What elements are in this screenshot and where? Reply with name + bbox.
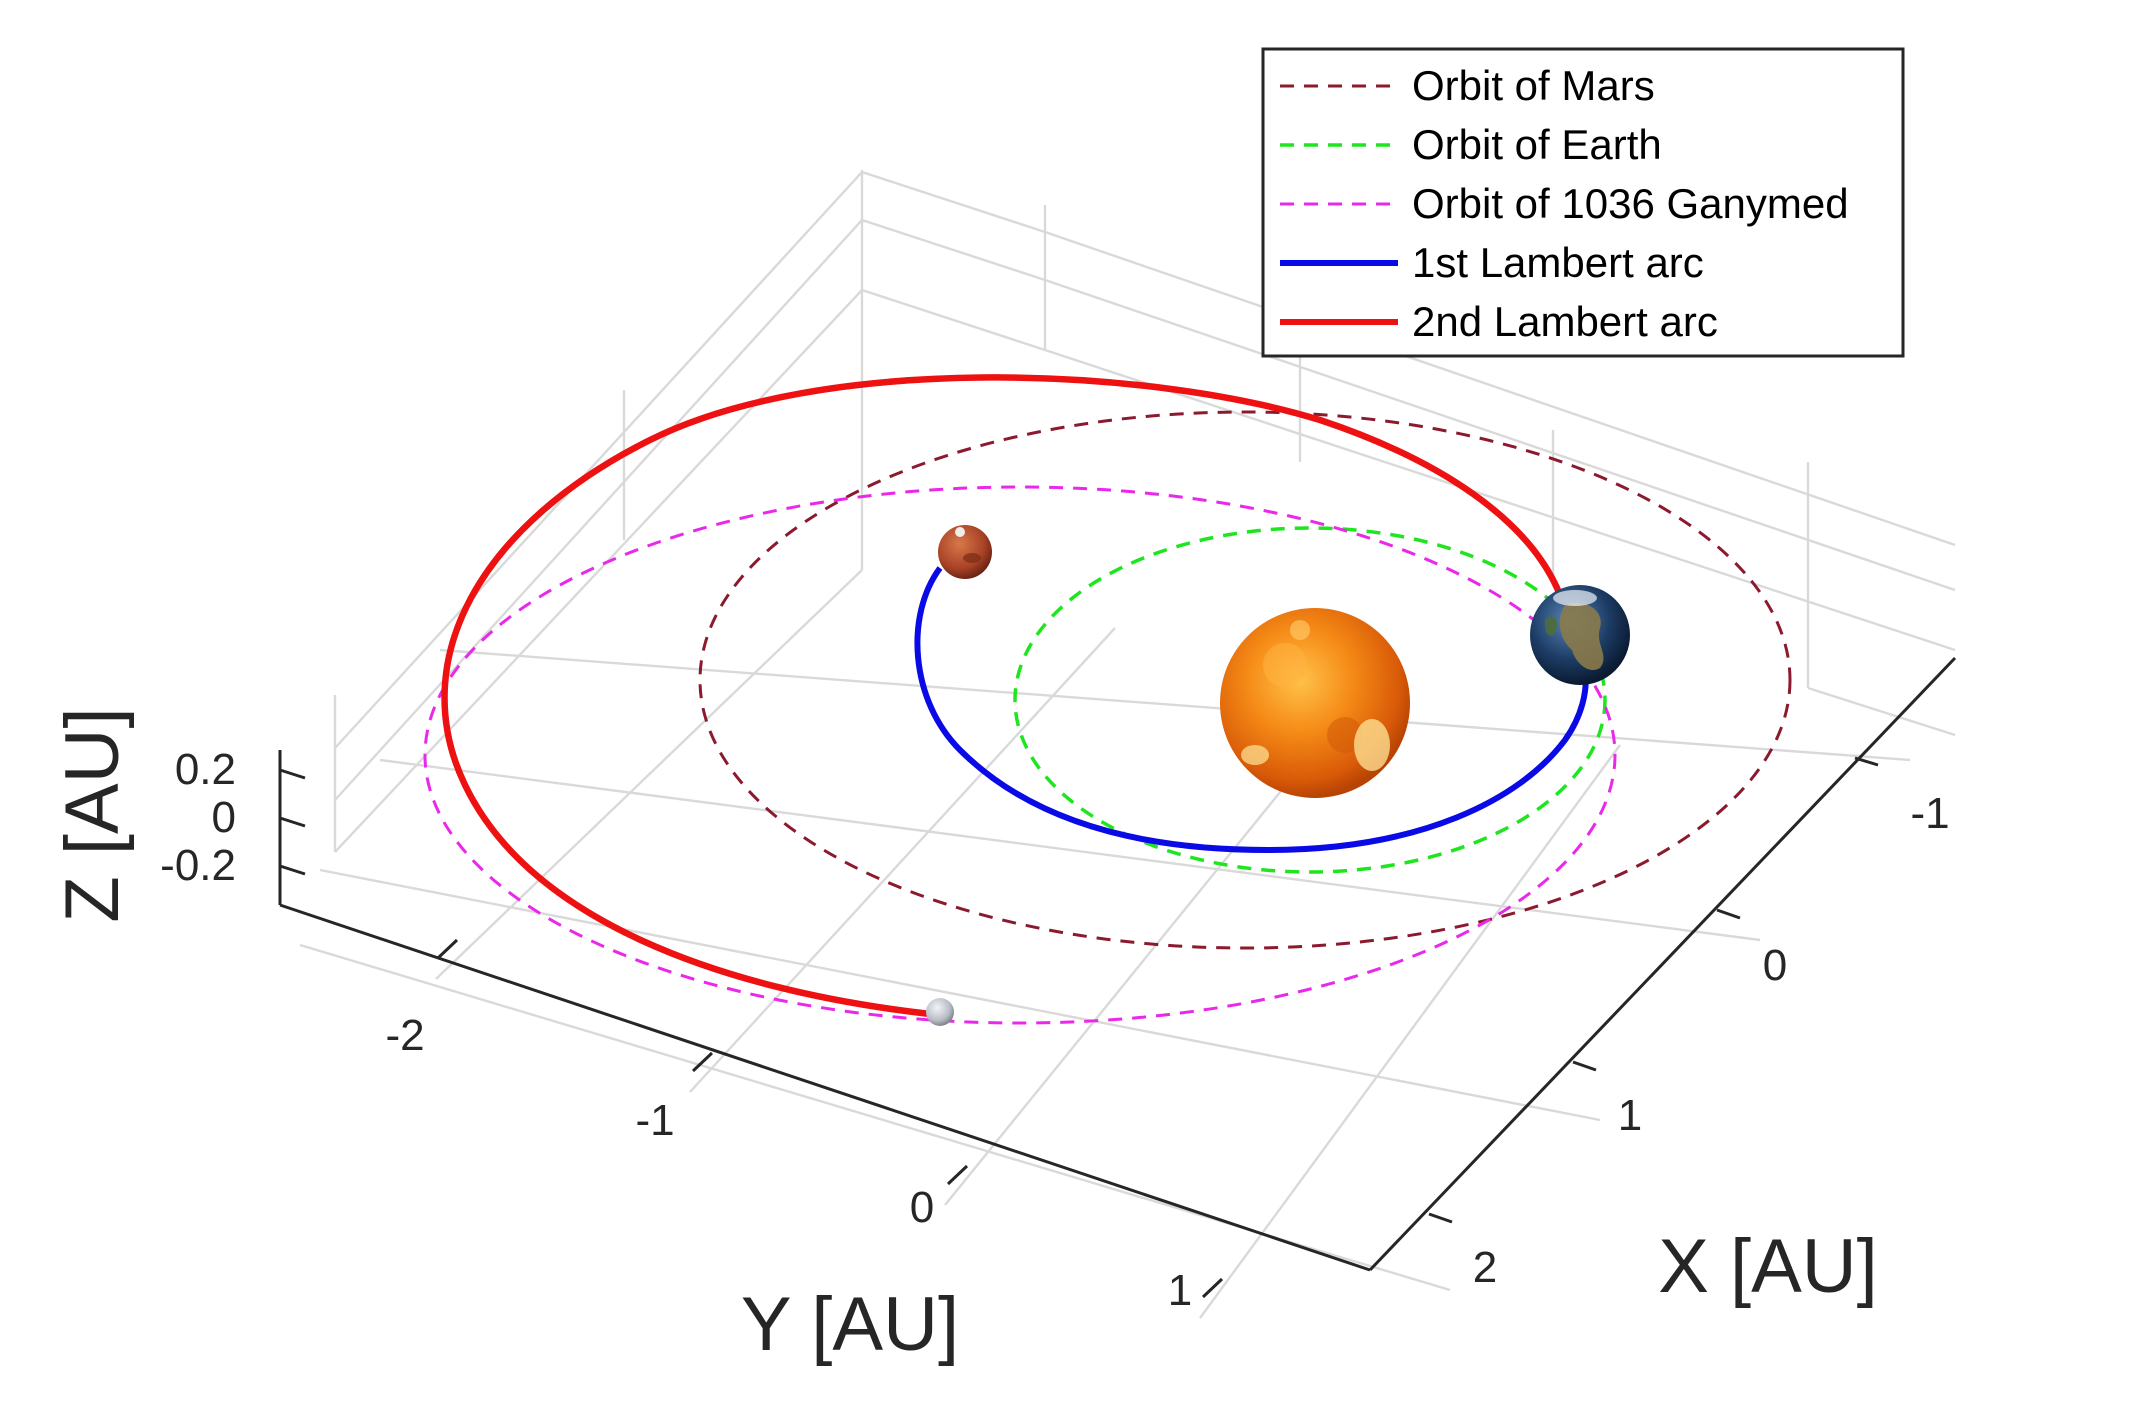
legend-label-second-arc: 2nd Lambert arc (1412, 298, 1718, 345)
x-axis-label: X [AU] (1658, 1224, 1878, 1309)
x-tick-mark (1573, 1062, 1596, 1070)
z-tick-mark (280, 818, 305, 826)
legend-label-ganymed: Orbit of 1036 Ganymed (1412, 180, 1849, 227)
x-tick-mark (1429, 1214, 1452, 1222)
sun-icon (1220, 608, 1410, 798)
z-tick-label: 0 (212, 793, 236, 842)
floor-grid-line (440, 650, 1910, 760)
y-tick-label: 1 (1168, 1266, 1192, 1315)
y-axis-line (280, 905, 1370, 1270)
legend: Orbit of Mars Orbit of Earth Orbit of 10… (1263, 49, 1903, 356)
celestial-bodies (926, 525, 1630, 1026)
z-tick-mark (280, 770, 305, 778)
axes (280, 658, 1955, 1297)
x-tick-label: 2 (1473, 1243, 1497, 1292)
floor-grid-line (690, 628, 1115, 1092)
y-tick-labels: -2 -1 0 1 (385, 1011, 1192, 1315)
z-tick-label: 0.2 (175, 745, 236, 794)
wall-grid-line (1045, 350, 1955, 650)
wall-grid-line (335, 172, 1045, 748)
x-tick-labels: -1 0 1 2 (1473, 789, 1950, 1292)
ganymed-asteroid-icon (926, 998, 954, 1026)
y-tick-mark (438, 940, 457, 958)
wall-grid-line (335, 220, 1045, 800)
y-tick-label: 0 (910, 1183, 934, 1232)
y-tick-mark (1203, 1279, 1222, 1297)
earth-icon (1530, 585, 1630, 685)
x-tick-label: 0 (1763, 941, 1787, 990)
z-tick-labels: 0.2 0 -0.2 (160, 745, 236, 890)
x-tick-label: -1 (1910, 789, 1949, 838)
x-tick-mark (1855, 758, 1878, 765)
legend-label-mars: Orbit of Mars (1412, 62, 1655, 109)
x-tick-mark (1717, 910, 1740, 918)
legend-label-first-arc: 1st Lambert arc (1412, 239, 1704, 286)
x-tick-label: 1 (1618, 1091, 1642, 1140)
z-tick-label: -0.2 (160, 841, 236, 890)
x-axis-line (1370, 658, 1955, 1270)
y-tick-label: -2 (385, 1011, 424, 1060)
z-tick-mark (280, 866, 305, 874)
z-axis-label: Z [AU] (50, 707, 135, 922)
y-axis-label: Y [AU] (741, 1282, 959, 1367)
mars-icon (938, 525, 992, 579)
legend-label-earth: Orbit of Earth (1412, 121, 1662, 168)
wall-grid-line (1808, 688, 1955, 735)
y-tick-label: -1 (635, 1096, 674, 1145)
